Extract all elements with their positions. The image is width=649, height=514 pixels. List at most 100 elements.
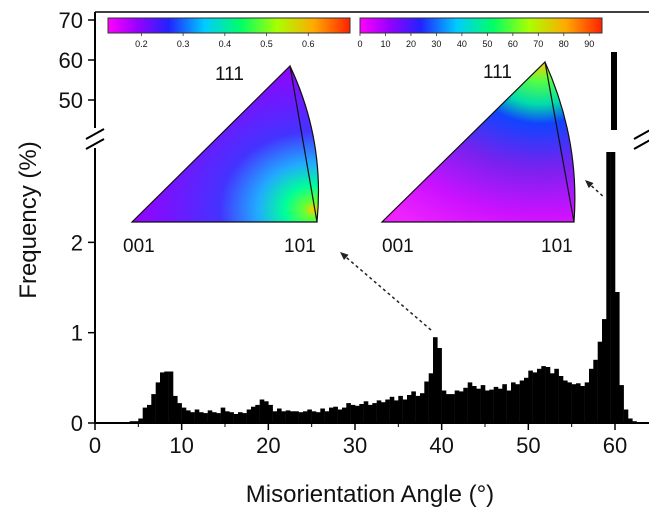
bar [142, 407, 148, 423]
bar [194, 409, 200, 423]
bar [255, 404, 260, 423]
inverse-pole-figure-1: 0.2 0.3 0.4 0.5 0.6 111 001 101 [107, 17, 351, 257]
bar [441, 390, 447, 423]
bar [428, 373, 434, 423]
axis-break-mark [633, 139, 649, 150]
bar [251, 406, 256, 423]
inverse-pole-figure-2: 0 10 20 30 40 50 60 70 80 90 111 001 101 [357, 17, 603, 257]
bar [147, 404, 152, 423]
bar [394, 400, 399, 423]
bar [524, 377, 529, 423]
bar [225, 411, 230, 423]
bar [303, 411, 308, 423]
x-ticks: 0 10 20 30 40 50 60 [89, 423, 627, 458]
y-tick-label: 70 [59, 8, 83, 33]
bar [628, 418, 633, 423]
colorbar-tick-label: 30 [431, 39, 441, 49]
x-tick-label: 60 [603, 433, 627, 458]
y-tick-label: 60 [59, 48, 83, 73]
bar [268, 404, 273, 423]
ipf1-right-label: 101 [284, 236, 316, 257]
bar [554, 368, 559, 423]
bar [589, 368, 594, 423]
colorbar-tick-label: 40 [457, 39, 467, 49]
axis-break-mark [85, 138, 105, 150]
bar [528, 370, 533, 423]
colorbar-tick-label: 0.3 [177, 39, 190, 49]
ipf2-right-label: 101 [541, 236, 573, 257]
bar [298, 412, 304, 423]
bar [424, 381, 429, 423]
bar [329, 407, 334, 423]
bar [498, 388, 503, 423]
bar [402, 399, 408, 423]
bar [155, 382, 161, 423]
bar [207, 410, 213, 423]
colorbar-tick-label: 0.5 [260, 39, 273, 49]
bar [264, 401, 269, 423]
bar [389, 396, 395, 423]
bar [372, 403, 377, 423]
bar [433, 337, 438, 423]
bar [571, 384, 577, 423]
y-tick-label: 0 [71, 411, 83, 436]
colorbar-tick-label: 90 [584, 39, 594, 49]
bar [550, 373, 555, 423]
bar [355, 405, 360, 423]
bar [168, 371, 174, 423]
bar [212, 412, 217, 423]
bar [567, 382, 572, 423]
colorbar-tick-label: 0.6 [302, 39, 315, 49]
bar [623, 409, 629, 423]
bar [238, 412, 243, 423]
colorbar-1-ticks: 0.2 0.3 0.4 0.5 0.6 [135, 33, 315, 49]
bar [584, 382, 590, 423]
y-tick-label: 1 [71, 321, 83, 346]
arrow-to-inset-1 [339, 251, 432, 331]
bar [311, 411, 317, 423]
bar [151, 394, 156, 423]
bar [411, 391, 416, 423]
bar [173, 395, 178, 423]
colorbar-tick-label: 80 [559, 39, 569, 49]
arrow-to-inset-2-head [585, 180, 594, 189]
axis-break-mark [633, 129, 649, 140]
bar [580, 386, 585, 423]
bar [420, 393, 425, 423]
colorbar-1 [107, 17, 351, 34]
bar [259, 399, 265, 423]
arrow-to-inset-1-head [340, 252, 349, 261]
bar [398, 395, 403, 423]
bar [324, 411, 330, 423]
y-ticks: 0 1 2 50 60 70 [59, 8, 95, 436]
bar [454, 390, 460, 423]
y-axis-title: Frequency (%) [15, 141, 42, 298]
bar [290, 411, 295, 423]
histogram-bars [129, 52, 637, 423]
bar [138, 418, 143, 423]
bar [619, 385, 624, 423]
colorbar-tick-label: 0 [357, 39, 362, 49]
colorbar-tick-label: 0.2 [135, 39, 148, 49]
bar [272, 411, 278, 423]
bar [342, 407, 347, 423]
bar [316, 412, 321, 423]
bar [493, 386, 499, 423]
bar [506, 390, 512, 423]
x-axis-title: Misorientation Angle (°) [246, 481, 494, 508]
bar [376, 400, 382, 423]
bar [615, 292, 620, 423]
bar [515, 384, 520, 423]
bar [593, 359, 598, 423]
bar [246, 409, 252, 423]
bar [606, 152, 611, 423]
colorbar-tick-label: 60 [508, 39, 518, 49]
bar [537, 368, 542, 423]
colorbar-tick-label: 20 [406, 39, 416, 49]
bar [281, 411, 286, 423]
x-tick-label: 20 [256, 433, 280, 458]
bar [558, 376, 564, 423]
bar [446, 394, 451, 423]
ipf1-left-label: 001 [123, 236, 155, 257]
bar [602, 319, 607, 423]
